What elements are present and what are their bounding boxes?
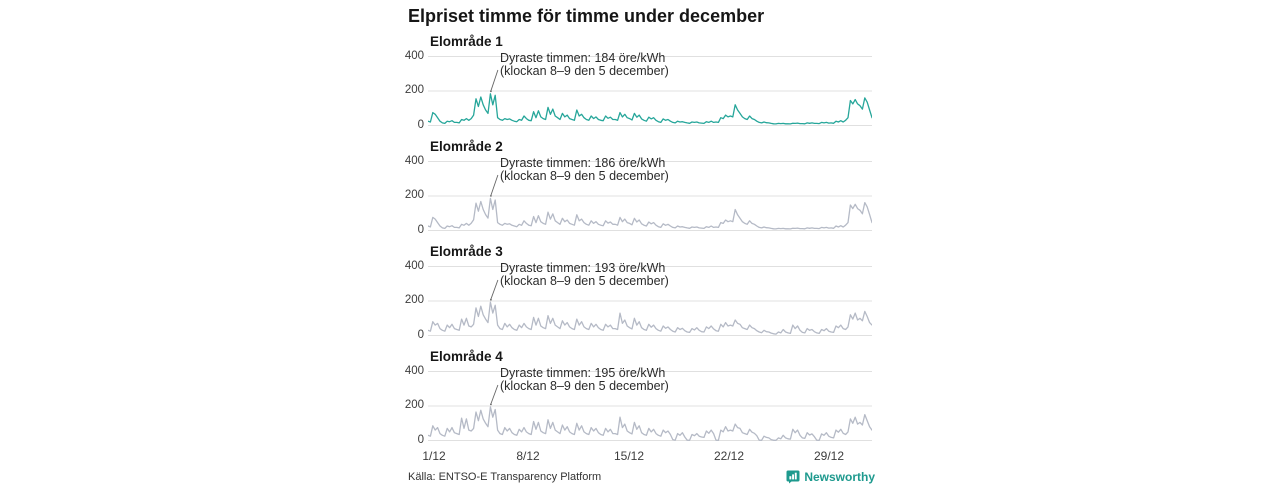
peak-annotation-line2: (klockan 8–9 den 5 december)	[500, 64, 669, 78]
x-tick-label: 15/12	[613, 449, 645, 463]
peak-annotation: Dyraste timmen: 184 öre/kWh (klockan 8–9…	[500, 52, 669, 78]
y-tick-label: 0	[417, 434, 424, 446]
newsworthy-wordmark: Newsworthy	[804, 470, 875, 484]
newsworthy-logo: Newsworthy	[786, 470, 875, 484]
y-tick-label: 200	[404, 189, 424, 201]
source-note: Källa: ENTSO-E Transparency Platform	[408, 471, 602, 483]
plot-area-elomrade-2: 400 200 0 Dyraste timmen: 186 öre/kWh (k…	[400, 155, 880, 236]
chart-title: Elpriset timme för timme under december	[408, 6, 765, 26]
y-tick-label: 0	[417, 224, 424, 236]
subplot-elomrade-1: Elområde 1 400 200 0 Dyraste timmen: 184…	[400, 28, 880, 133]
x-tick-label: 22/12	[713, 449, 745, 463]
price-line-chart	[428, 371, 872, 441]
peak-annotation-line1: Dyraste timmen: 184 öre/kWh	[500, 51, 666, 65]
subplot-title-elomrade-3: Elområde 3	[430, 244, 503, 259]
peak-annotation-line1: Dyraste timmen: 186 öre/kWh	[500, 156, 666, 170]
plot-area-elomrade-1: 400 200 0 Dyraste timmen: 184 öre/kWh (k…	[400, 50, 880, 131]
subplot-elomrade-2: Elområde 2 400 200 0 Dyraste timmen: 186…	[400, 133, 880, 238]
peak-annotation-line1: Dyraste timmen: 193 öre/kWh	[500, 261, 666, 275]
chart-footer: Källa: ENTSO-E Transparency Platform New…	[400, 470, 880, 484]
subplot-title-elomrade-2: Elområde 2	[430, 139, 503, 154]
y-tick-label: 200	[404, 84, 424, 96]
y-tick-label: 0	[417, 329, 424, 341]
y-tick-label: 400	[404, 365, 424, 377]
y-tick-label: 200	[404, 399, 424, 411]
chart-figure: Elpriset timme för timme under december …	[400, 0, 880, 484]
price-line-chart	[428, 161, 872, 231]
subplot-elomrade-3: Elområde 3 400 200 0 Dyraste timmen: 193…	[400, 238, 880, 343]
x-tick-label: 29/12	[813, 449, 845, 463]
peak-annotation-line2: (klockan 8–9 den 5 december)	[500, 169, 669, 183]
newsworthy-icon	[786, 470, 800, 484]
y-tick-label: 0	[417, 119, 424, 131]
subplot-title-elomrade-1: Elområde 1	[430, 34, 503, 49]
peak-annotation: Dyraste timmen: 193 öre/kWh (klockan 8–9…	[500, 262, 669, 288]
subplot-elomrade-4: Elområde 4 400 200 0 Dyraste timmen: 195…	[400, 343, 880, 448]
y-tick-label: 400	[404, 50, 424, 62]
x-tick-label: 1/12	[422, 449, 446, 463]
subplot-title-elomrade-4: Elområde 4	[430, 349, 503, 364]
x-axis-labels: 1/12 8/12 15/12 22/12 29/12	[400, 448, 880, 463]
peak-annotation: Dyraste timmen: 195 öre/kWh (klockan 8–9…	[500, 367, 669, 393]
price-line-chart	[428, 266, 872, 336]
peak-annotation-line1: Dyraste timmen: 195 öre/kWh	[500, 366, 666, 380]
peak-annotation-line2: (klockan 8–9 den 5 december)	[500, 379, 669, 393]
y-tick-label: 200	[404, 294, 424, 306]
plot-area-elomrade-3: 400 200 0 Dyraste timmen: 193 öre/kWh (k…	[400, 260, 880, 341]
plot-area-elomrade-4: 400 200 0 Dyraste timmen: 195 öre/kWh (k…	[400, 365, 880, 446]
x-tick-label: 8/12	[516, 449, 540, 463]
peak-annotation: Dyraste timmen: 186 öre/kWh (klockan 8–9…	[500, 157, 669, 183]
y-tick-label: 400	[404, 155, 424, 167]
peak-annotation-line2: (klockan 8–9 den 5 december)	[500, 274, 669, 288]
y-tick-label: 400	[404, 260, 424, 272]
price-line-chart	[428, 56, 872, 126]
